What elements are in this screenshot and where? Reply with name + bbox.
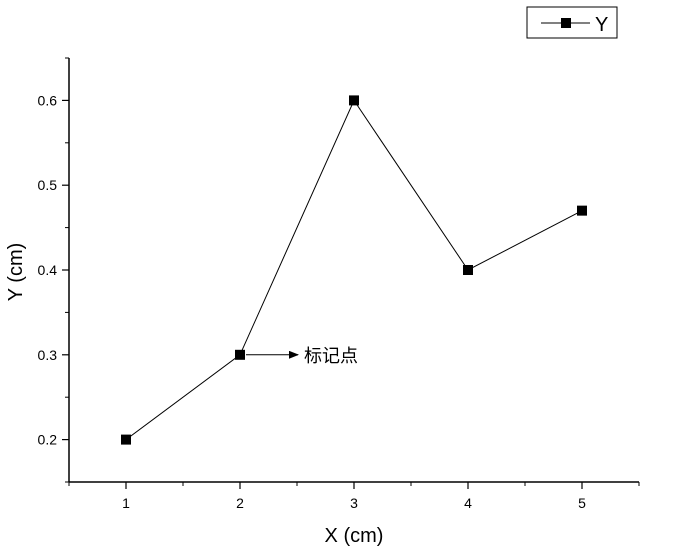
- data-point-marker: [121, 434, 131, 445]
- y-ticks: 0.2 0.3 0.4 0.5 0.6: [38, 57, 69, 483]
- series-line: [125, 99, 583, 441]
- x-axis-title: X (cm): [325, 525, 384, 547]
- x-tick-label: 2: [236, 495, 244, 511]
- y-tick-label: 0.5: [38, 177, 58, 193]
- y-tick-label: 0.6: [38, 92, 58, 108]
- x-ticks: 1 2 3 4 5: [68, 482, 640, 511]
- y-axis-title: Y (cm): [5, 243, 27, 302]
- y-tick-label: 0.4: [38, 262, 58, 278]
- y-tick-label: 0.2: [38, 432, 58, 448]
- y-tick-label: 0.3: [38, 347, 58, 363]
- data-point-marker: [463, 265, 473, 275]
- x-tick-label: 5: [578, 495, 586, 511]
- x-tick-label: 1: [122, 495, 130, 511]
- data-point-marker: [349, 95, 359, 106]
- x-tick-label: 4: [464, 495, 472, 511]
- annotation-label: 标记点: [304, 346, 358, 367]
- legend-marker-sample: [561, 18, 571, 28]
- x-tick-label: 3: [350, 495, 358, 511]
- legend: Y: [526, 6, 618, 39]
- series-layer: [121, 95, 587, 445]
- annotation-layer: 标记点: [246, 346, 358, 367]
- data-point-marker: [235, 349, 245, 360]
- legend-label: Y: [595, 14, 608, 36]
- data-point-marker: [577, 205, 587, 216]
